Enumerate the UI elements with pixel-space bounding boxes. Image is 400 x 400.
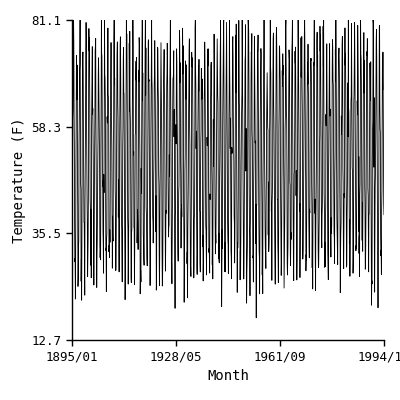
Y-axis label: Temperature (F): Temperature (F) xyxy=(12,117,26,243)
X-axis label: Month: Month xyxy=(207,369,249,383)
